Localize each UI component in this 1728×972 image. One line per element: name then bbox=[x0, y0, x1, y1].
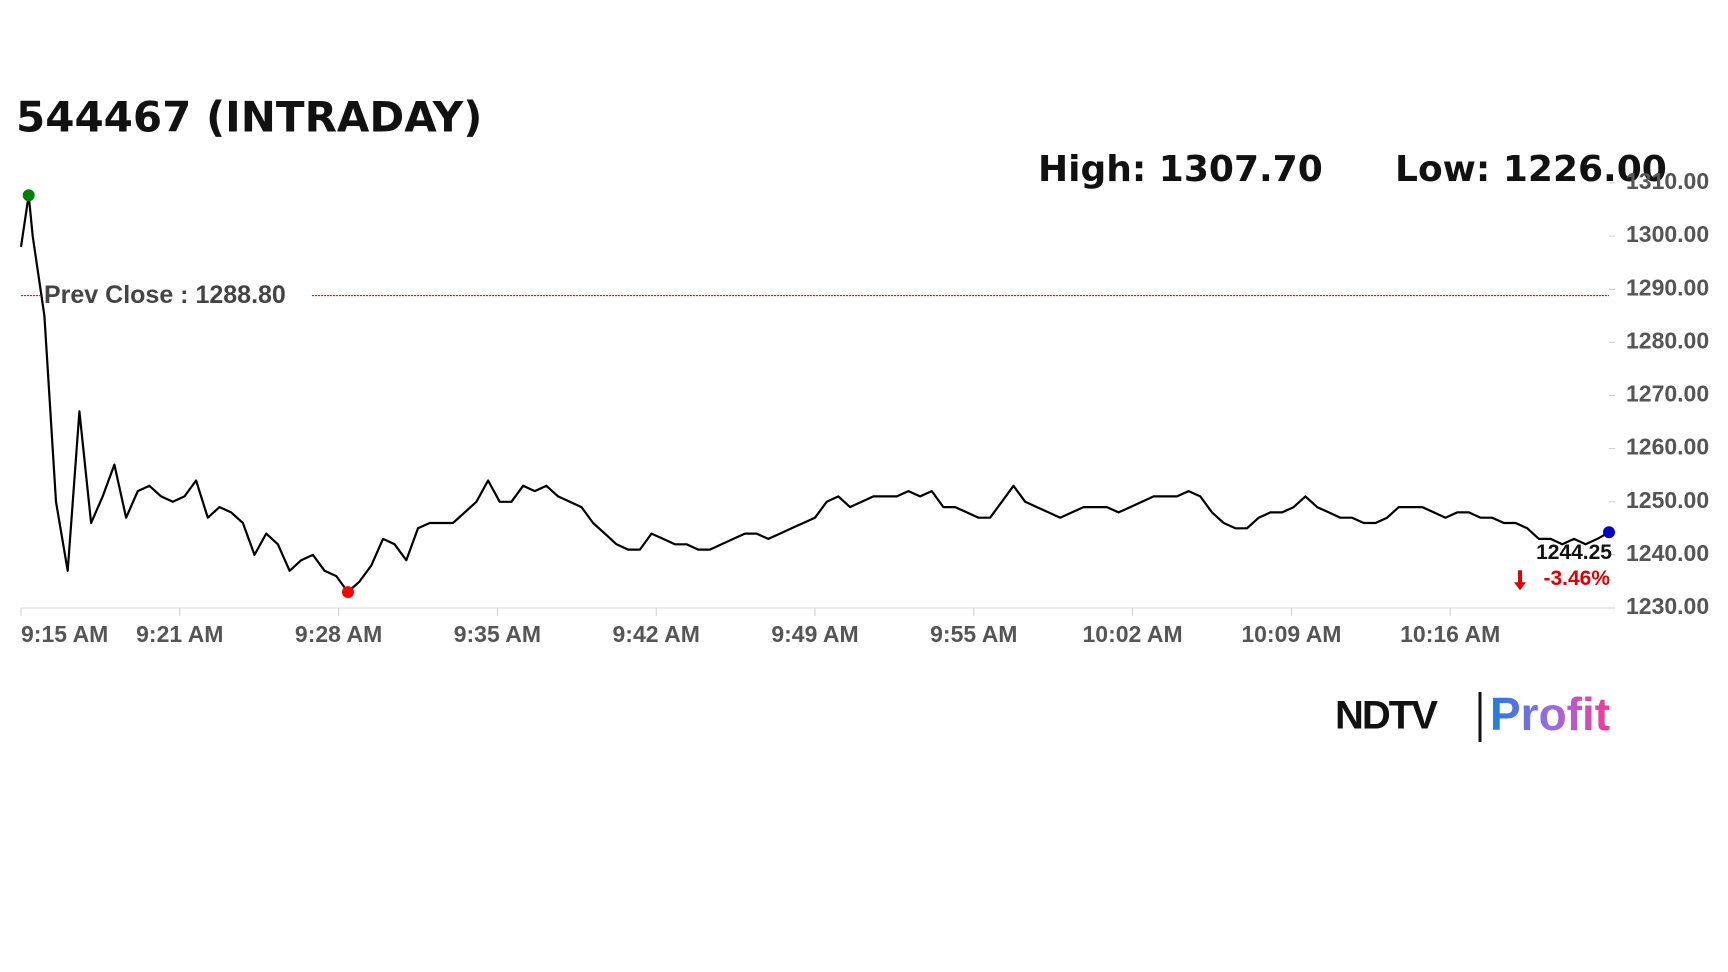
y-tick-label: 1240.00 bbox=[1626, 540, 1709, 566]
x-tick-label: 10:09 AM bbox=[1241, 621, 1341, 647]
x-tick-label: 9:42 AM bbox=[613, 621, 700, 647]
y-tick-label: 1300.00 bbox=[1626, 221, 1709, 247]
x-tick-label: 9:49 AM bbox=[771, 621, 858, 647]
x-tick-label: 10:02 AM bbox=[1083, 621, 1183, 647]
prev-close-label: Prev Close : 1288.80 bbox=[44, 281, 286, 309]
logo-brand: NDTV bbox=[1335, 694, 1438, 738]
x-tick-label: 9:55 AM bbox=[930, 621, 1017, 647]
price-line bbox=[19, 194, 1610, 594]
y-tick-label: 1270.00 bbox=[1626, 381, 1709, 407]
x-tick-label: 9:35 AM bbox=[454, 621, 541, 647]
last-value-label: 1244.25 bbox=[1536, 541, 1612, 564]
last-marker bbox=[1603, 526, 1615, 539]
x-tick-label: 9:28 AM bbox=[295, 621, 382, 647]
chart-title: 544467 (INTRADAY) bbox=[16, 93, 482, 142]
y-tick-label: 1260.00 bbox=[1626, 434, 1709, 460]
down-arrow bbox=[1514, 570, 1526, 591]
x-tick-label: 9:15 AM bbox=[21, 621, 108, 647]
logo-product: Profit bbox=[1490, 688, 1610, 740]
change-label: -3.46% bbox=[1543, 567, 1610, 590]
low-label: Low: 1226.00 bbox=[1395, 149, 1667, 190]
y-tick-label: 1250.00 bbox=[1626, 487, 1709, 513]
y-tick-label: 1310.00 bbox=[1626, 168, 1709, 194]
y-tick-label: 1290.00 bbox=[1626, 274, 1709, 300]
low-marker bbox=[341, 586, 354, 599]
x-tick-label: 9:21 AM bbox=[136, 621, 223, 647]
y-tick-label: 1230.00 bbox=[1626, 593, 1709, 619]
high-label: High: 1307.70 bbox=[1038, 149, 1323, 190]
x-tick-label: 10:16 AM bbox=[1400, 621, 1500, 647]
y-tick-label: 1280.00 bbox=[1626, 327, 1709, 353]
high-marker bbox=[22, 189, 35, 202]
